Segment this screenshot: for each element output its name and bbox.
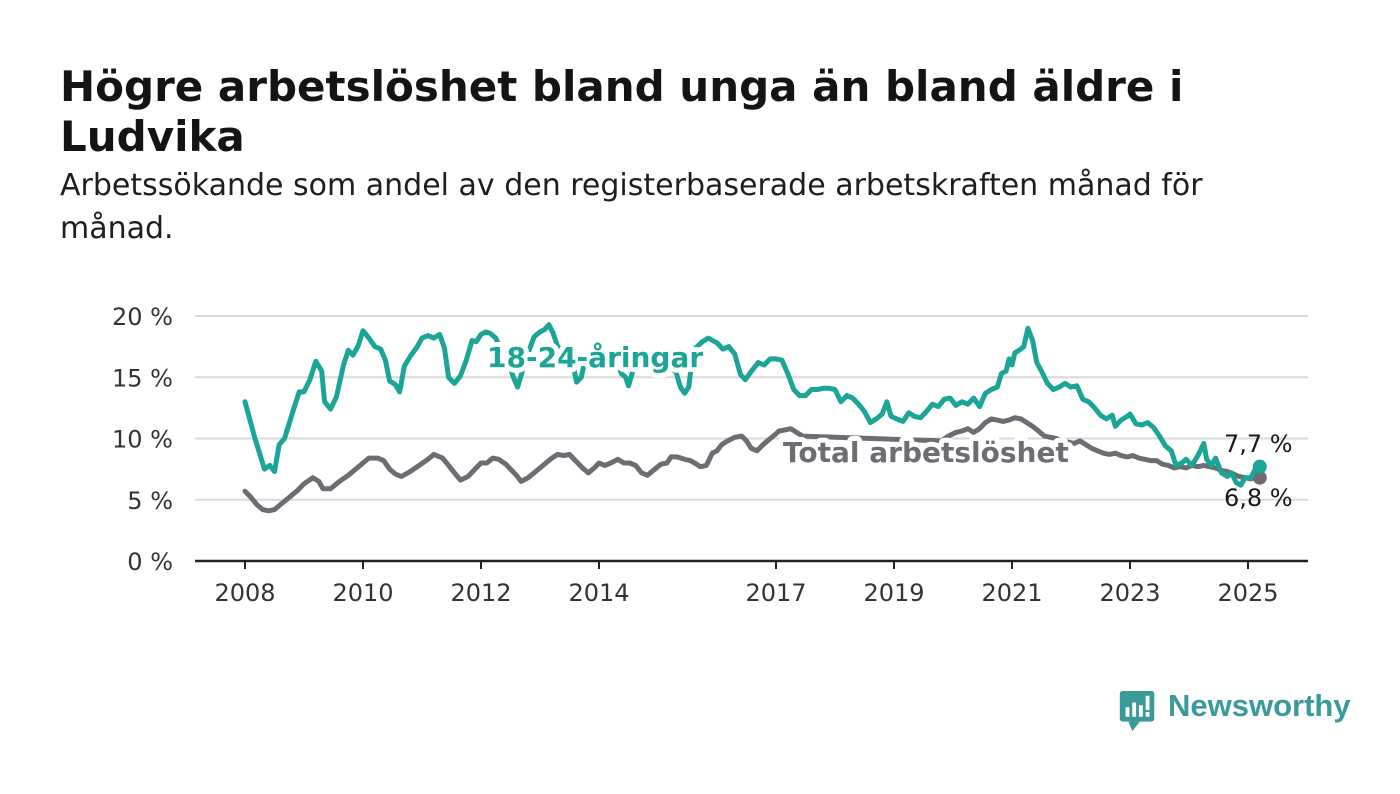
y-axis-ticks: 0 % 5 % 10 % 15 % 20 % [112,303,173,576]
series-line [242,415,1263,514]
series-label: 18-24-åringar [487,341,703,374]
chart-title: Högre arbetslöshet bland unga än bland ä… [60,62,1184,162]
series-line [242,322,1263,488]
chart-subtitle: Arbetssökande som andel av den registerb… [60,168,1203,246]
x-tick-label: 2021 [981,579,1042,607]
x-tick-label: 2019 [863,579,924,607]
x-tick-label: 2010 [332,579,393,607]
x-axis-ticks: 2008 2010 2012 2014 2017 2019 2021 2023 2025 [195,559,1308,607]
newsworthy-logo-icon [1119,690,1155,732]
brand-name: Newsworthy [1168,688,1351,723]
y-tick-label: 20 % [112,303,173,331]
series-label-halo: 18-24-åringar [487,341,703,374]
y-tick-label: 10 % [112,426,173,454]
series-end-point [1252,470,1267,485]
x-tick-label: 2012 [450,579,511,607]
series-label: Total arbetslöshet [783,436,1069,469]
series-end-point [1252,459,1267,474]
y-tick-label: 5 % [127,487,173,515]
gridlines [195,315,1308,501]
x-tick-label: 2023 [1099,579,1160,607]
series-lines [242,322,1267,514]
x-tick-label: 2017 [745,579,806,607]
y-tick-label: 15 % [112,364,173,392]
x-tick-label: 2025 [1217,579,1278,607]
series-label-halo: Total arbetslöshet [783,436,1069,469]
end-value-label: 7,7 % [1224,430,1293,458]
end-value-label: 6,8 % [1224,484,1293,512]
x-tick-label: 2014 [568,579,629,607]
x-tick-label: 2008 [214,579,275,607]
y-tick-label: 0 % [127,548,173,576]
